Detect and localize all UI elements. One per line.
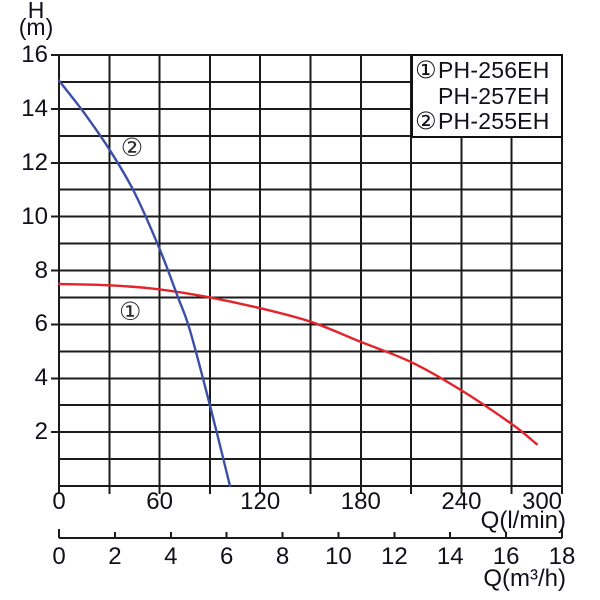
y-tick-label: 14 <box>21 94 48 122</box>
circled-1-icon: ① <box>415 56 437 84</box>
y-tick-label: 6 <box>34 310 48 338</box>
legend-box: ① PH-256EH PH-257EH ② PH-255EH <box>411 54 563 138</box>
y-tick-label: 2 <box>34 418 48 446</box>
y-tick-label: 4 <box>34 364 48 392</box>
x-secondary-tick-label: 6 <box>219 543 234 570</box>
legend-label: PH-255EH <box>438 108 550 135</box>
x-axis-primary-title: Q(l/min) <box>480 507 566 534</box>
x-axis-secondary-title: Q(m³/h) <box>483 565 566 592</box>
x-secondary-tick-label: 14 <box>436 543 464 570</box>
y-axis-title-unit: (m) <box>18 14 54 40</box>
x-secondary-tick-label: 12 <box>380 543 408 570</box>
curve-②-ph-255eh <box>57 79 232 488</box>
x-secondary-tick-label: 16 <box>492 543 520 570</box>
x-secondary-tick-label: 18 <box>548 543 576 570</box>
y-axis-title-symbol: H <box>27 0 45 23</box>
x-secondary-tick-label: 4 <box>164 543 178 570</box>
legend-label: PH-256EH <box>438 56 550 83</box>
y-tick-label: 8 <box>34 256 48 284</box>
y-tick-label: 12 <box>21 148 48 176</box>
curve-marker-②: ② <box>120 133 144 162</box>
circled-2-icon: ② <box>415 108 437 136</box>
legend-row: ① PH-256EH <box>415 56 561 84</box>
legend-row: PH-257EH <box>415 82 561 109</box>
x-primary-tick-label: 120 <box>240 488 281 515</box>
curve-marker-①: ① <box>119 298 142 327</box>
curve-①-ph-256eh-ph-257eh <box>57 282 538 446</box>
x-secondary-tick-label: 0 <box>52 543 66 570</box>
x-primary-tick-label: 300 <box>521 488 563 515</box>
y-axis-title: H (m) <box>8 0 64 40</box>
x-primary-tick-label: 60 <box>146 488 173 515</box>
x-primary-tick-label: 0 <box>52 488 66 515</box>
x-secondary-tick-label: 8 <box>275 543 290 570</box>
x-secondary-tick-label: 10 <box>325 543 352 570</box>
x-primary-tick-label: 240 <box>441 488 482 515</box>
x-primary-tick-label: 180 <box>340 488 381 515</box>
y-tick-label: 10 <box>21 202 48 230</box>
legend-row: ② PH-255EH <box>415 108 561 136</box>
y-tick-label: 16 <box>21 41 48 68</box>
x-secondary-tick-label: 2 <box>108 543 122 570</box>
legend-label: PH-257EH <box>438 82 550 109</box>
